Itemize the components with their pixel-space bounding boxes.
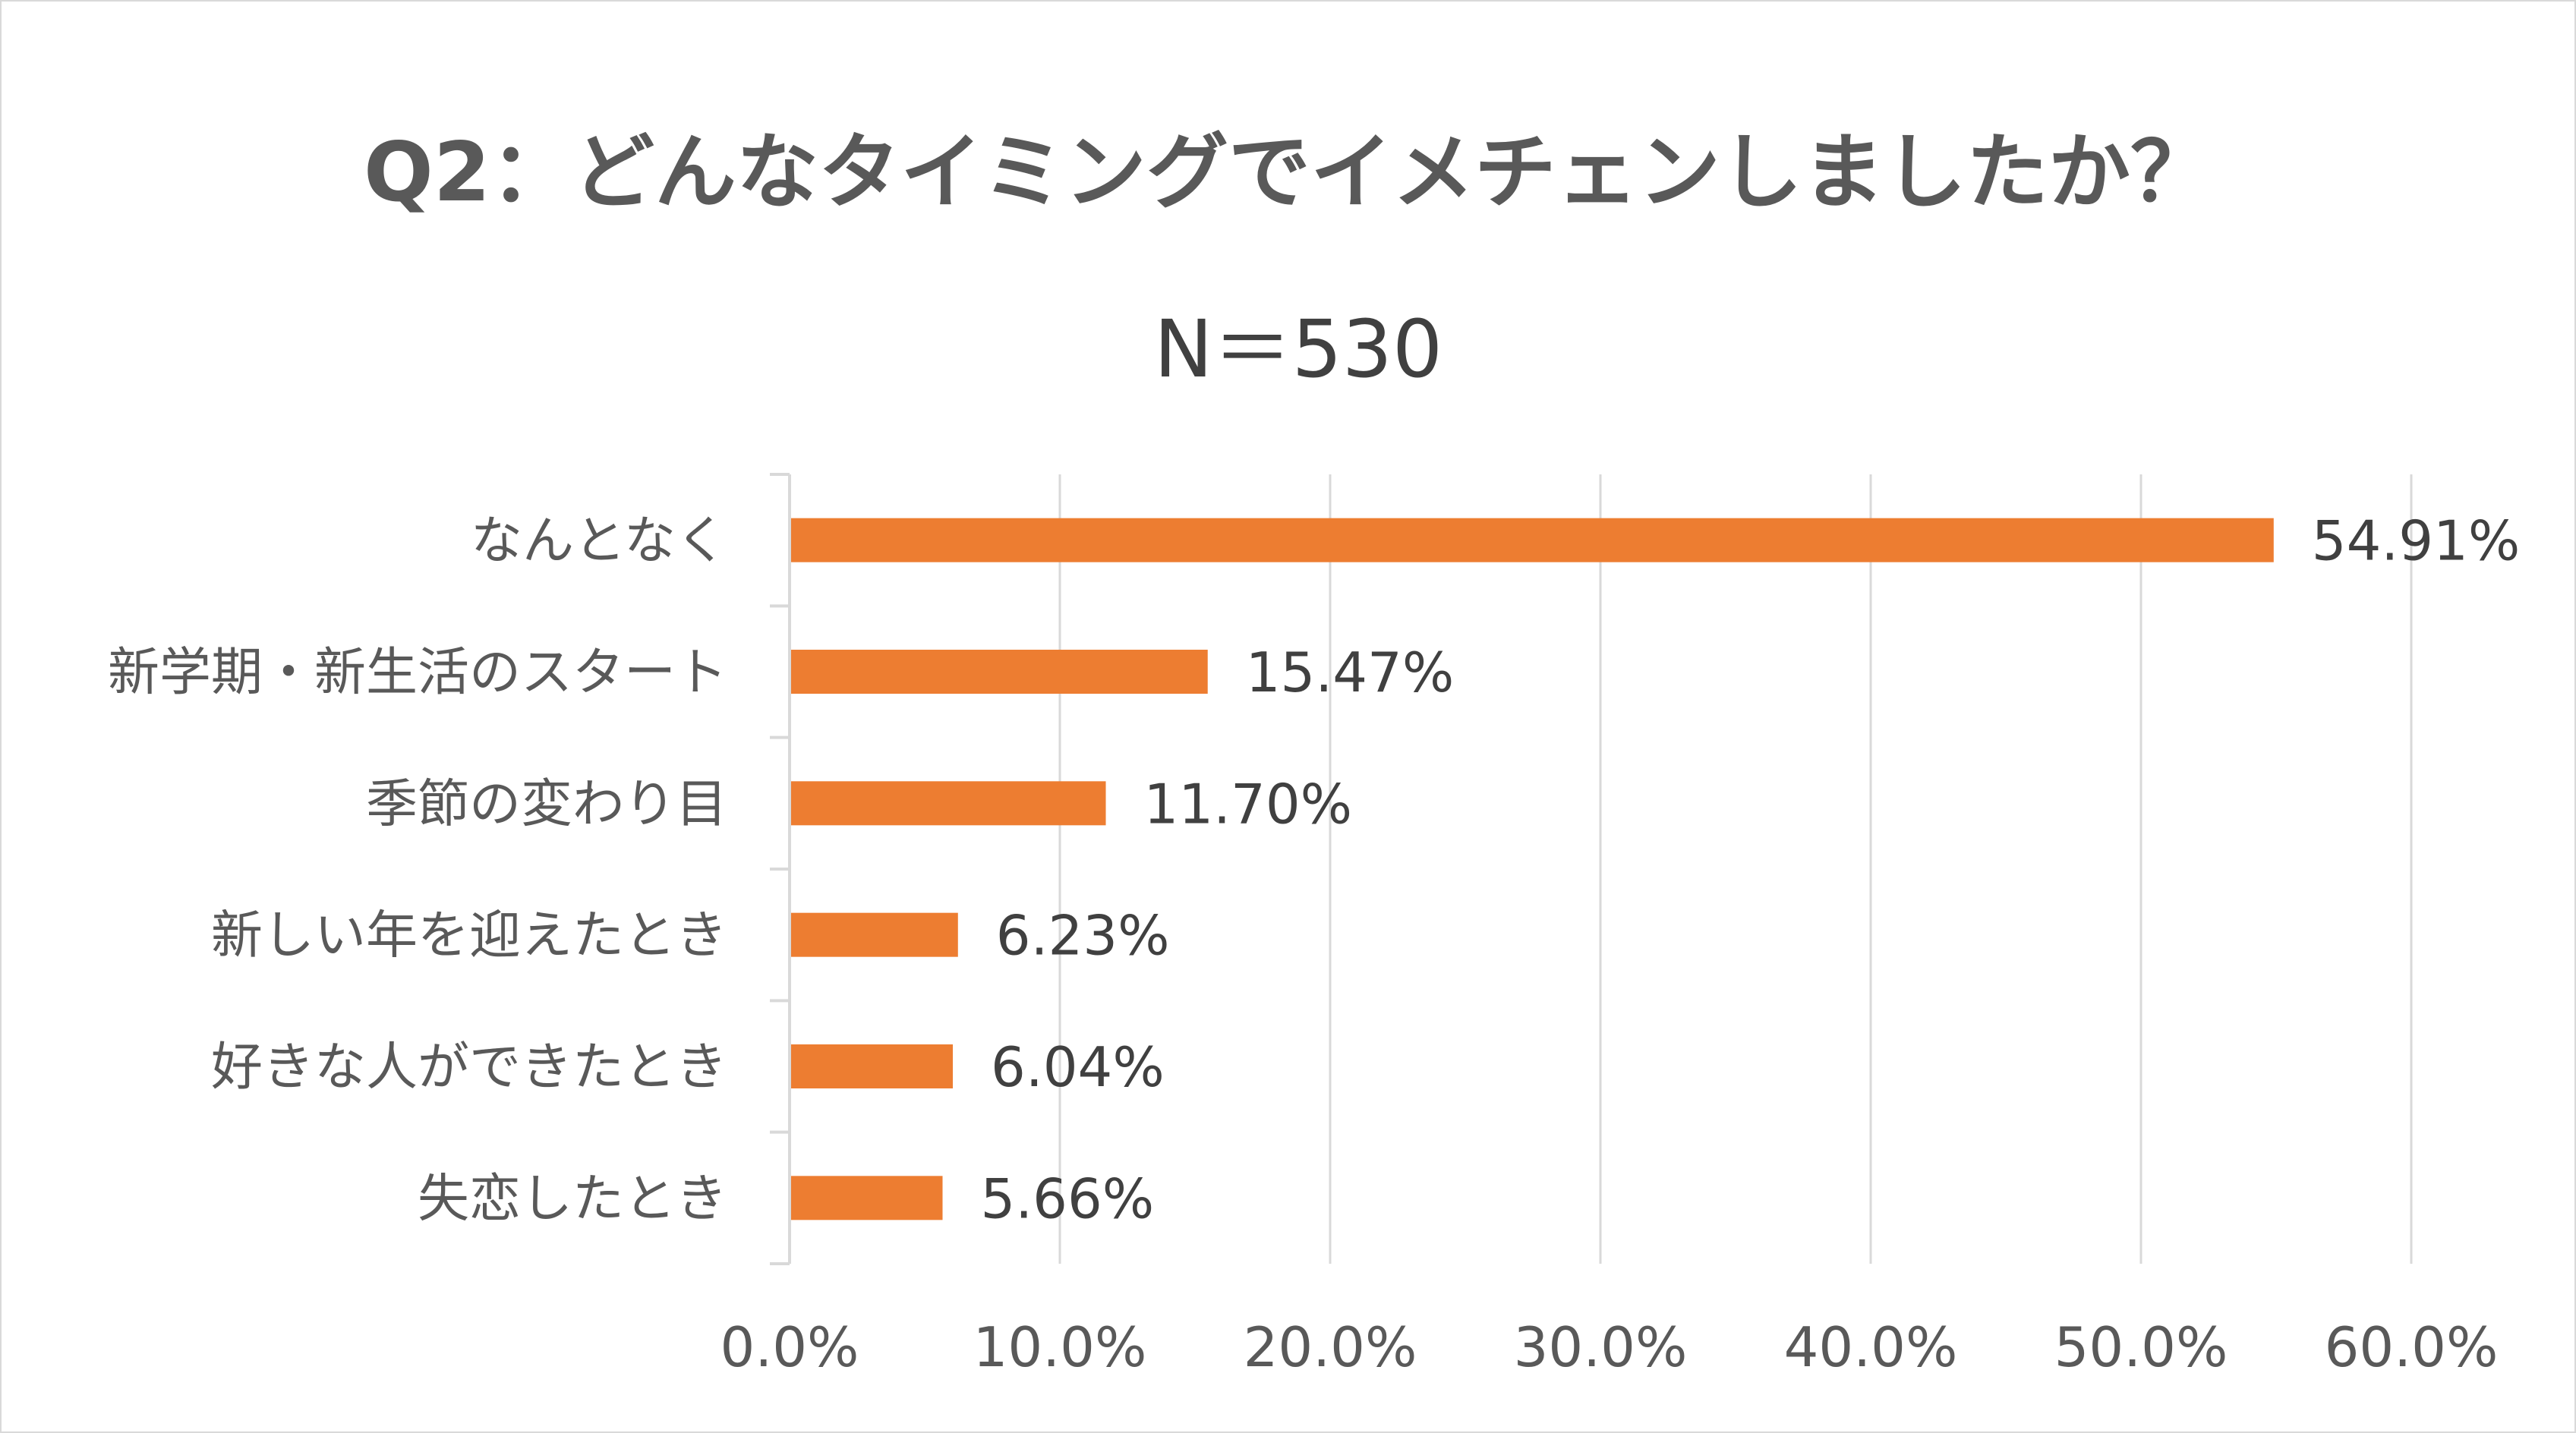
bar [790,650,1208,694]
chart-title: Q2：どんなタイミングでイメチェンしましたか？ [364,125,2212,220]
x-tick-label: 20.0% [1244,1315,1417,1379]
gridlines [1058,474,2413,1264]
x-tick-labels: 0.0% 10.0% 20.0% 30.0% 40.0% 50.0% 60.0% [720,1315,2499,1379]
x-tick-label: 40.0% [1784,1315,1958,1379]
bar [790,912,958,957]
x-tick-label: 30.0% [1514,1315,1688,1379]
data-labels: 54.91% 15.47% 11.70% 6.23% 6.04% 5.66% [980,509,2520,1231]
bar [790,781,1106,826]
data-label: 11.70% [1144,772,1353,836]
data-label: 6.23% [996,904,1170,968]
axes [770,473,791,1265]
data-label: 6.04% [991,1035,1165,1099]
category-label: 季節の変わり目 [366,774,727,834]
data-label: 15.47% [1246,641,1455,704]
bar [790,518,2274,562]
bar [790,1044,954,1088]
category-label: 好きな人ができたとき [211,1038,727,1098]
category-label: 失恋したとき [418,1169,727,1229]
x-tick-label: 0.0% [720,1315,859,1379]
x-tick-label: 60.0% [2325,1315,2499,1379]
category-label: 新学期・新生活のスタート [108,643,727,703]
bar [790,1176,943,1220]
chart-subtitle: N＝530 [1153,303,1443,395]
x-tick-label: 50.0% [2054,1315,2228,1379]
category-label: なんとなく [471,512,727,572]
bars [790,518,2274,1220]
x-tick-label: 10.0% [973,1315,1147,1379]
category-labels: なんとなく新学期・新生活のスタート季節の変わり目新しい年を迎えたとき好きな人がで… [108,512,727,1230]
data-label: 54.91% [2312,509,2521,573]
data-label: 5.66% [980,1167,1154,1230]
category-label: 新しい年を迎えたとき [211,906,727,966]
